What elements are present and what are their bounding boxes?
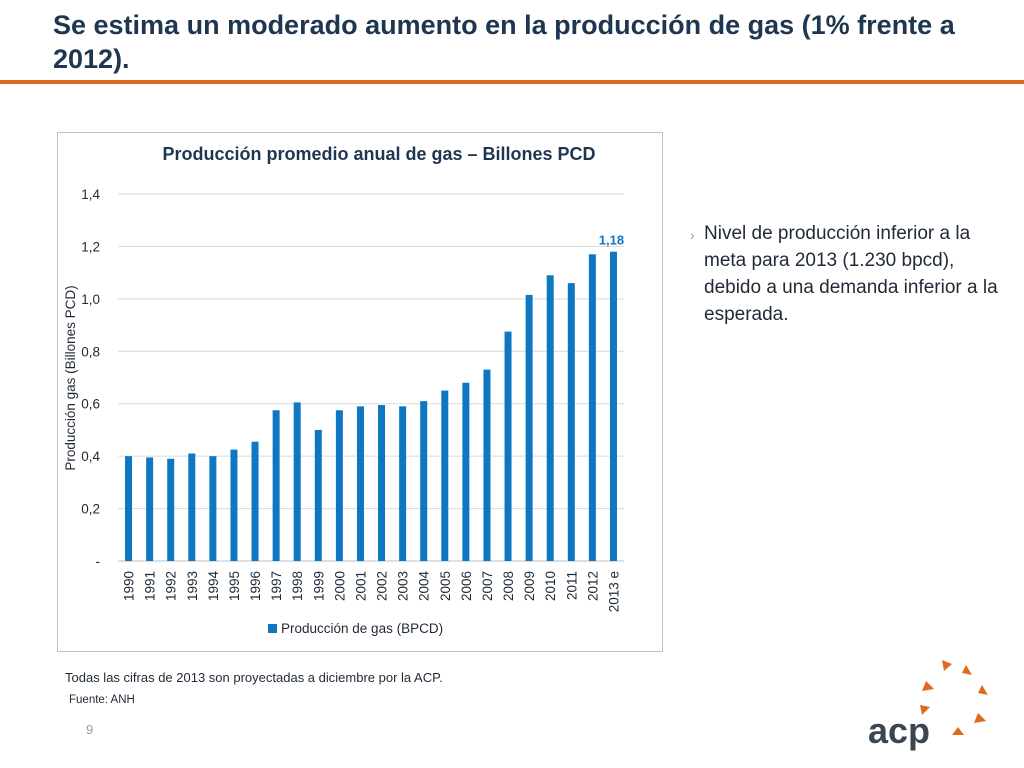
y-tick-label: 0,8 — [81, 344, 100, 359]
logo-text: acp — [868, 710, 930, 751]
data-labels: 1,18 — [599, 233, 624, 248]
x-tick-label: 2011 — [564, 571, 579, 600]
y-axis-ticks: - 0,2 0,4 0,6 0,8 1,0 1,2 1,4 — [81, 187, 100, 569]
y-tick-label: 0,6 — [81, 397, 100, 412]
bar — [504, 331, 512, 561]
title-divider — [0, 80, 1024, 84]
bar — [588, 254, 596, 561]
x-tick-label: 2006 — [459, 571, 474, 601]
logo-star-icon — [920, 660, 988, 735]
bar — [125, 456, 133, 561]
x-tick-label: 1997 — [269, 571, 284, 601]
y-tick-label: 1,0 — [81, 292, 100, 307]
chart-legend: Producción de gas (BPCD) — [268, 621, 443, 636]
bar — [546, 275, 554, 561]
x-tick-label: 2012 — [585, 571, 600, 601]
x-tick-label: 2009 — [522, 571, 537, 601]
bar — [146, 457, 154, 561]
y-tick-label: 0,2 — [81, 502, 100, 517]
chart-bars — [125, 251, 617, 561]
bar — [483, 369, 491, 561]
x-tick-label: 2008 — [501, 571, 516, 601]
bar — [462, 382, 470, 561]
x-tick-label: 2013 e — [606, 571, 621, 612]
x-tick-label: 2005 — [438, 571, 453, 601]
y-tick-label: - — [96, 554, 101, 569]
x-tick-label: 1996 — [248, 571, 263, 601]
x-tick-label: 1992 — [164, 571, 179, 601]
slide-title: Se estima un moderado aumento en la prod… — [53, 10, 955, 74]
y-tick-label: 1,4 — [81, 187, 100, 202]
x-tick-label: 2001 — [353, 571, 368, 601]
y-axis-label: Producción gas (Billones PCD) — [63, 285, 78, 470]
bar — [567, 283, 575, 561]
x-axis-ticks: 1990 1991 1992 1993 1994 1995 1996 1997 1998 1999… — [122, 571, 622, 613]
chart-gridlines — [118, 193, 624, 562]
bar — [356, 406, 364, 561]
bar — [230, 449, 238, 561]
bar — [251, 441, 259, 561]
x-tick-label: 2010 — [543, 571, 558, 601]
bar — [293, 402, 301, 561]
bar — [399, 406, 407, 561]
data-label: 1,18 — [599, 233, 624, 248]
bar — [335, 410, 343, 561]
x-tick-label: 1990 — [122, 571, 137, 601]
page-number: 9 — [86, 722, 94, 737]
bar — [209, 456, 217, 561]
legend-label: Producción de gas (BPCD) — [281, 621, 443, 636]
x-tick-label: 1994 — [206, 571, 221, 602]
x-tick-label: 2007 — [480, 571, 495, 601]
bar — [272, 410, 280, 561]
chart-title: Producción promedio anual de gas – Billo… — [162, 144, 595, 164]
bar — [378, 405, 386, 561]
bullet-text: Nivel de producción inferior a la meta p… — [704, 223, 998, 325]
x-tick-label: 2003 — [396, 571, 411, 601]
acp-logo: acp — [868, 660, 988, 751]
x-tick-label: 2004 — [417, 571, 432, 602]
legend-swatch — [268, 624, 277, 633]
bar — [441, 390, 449, 561]
bar — [188, 453, 196, 561]
y-tick-label: 0,4 — [81, 449, 100, 464]
x-tick-label: 2000 — [332, 571, 347, 601]
chart-container: Producción promedio anual de gas – Billo… — [57, 132, 663, 652]
x-tick-label: 2002 — [375, 571, 390, 601]
x-tick-label: 1991 — [143, 571, 158, 601]
footnote: Todas las cifras de 2013 son proyectadas… — [65, 670, 443, 685]
x-tick-label: 1993 — [185, 571, 200, 601]
x-tick-label: 1995 — [227, 571, 242, 601]
bar — [525, 294, 533, 561]
bar — [609, 251, 617, 561]
y-tick-label: 1,2 — [81, 239, 100, 254]
bar — [420, 401, 428, 561]
bar — [167, 458, 175, 561]
bullet-point: › Nivel de producción inferior a la meta… — [690, 220, 1000, 328]
bar — [314, 429, 322, 561]
x-tick-label: 1998 — [290, 571, 305, 601]
source-note: Fuente: ANH — [69, 694, 135, 706]
bar-chart: Producción promedio anual de gas – Billo… — [63, 144, 624, 636]
x-tick-label: 1999 — [311, 571, 326, 601]
bullet-marker-icon: › — [690, 227, 695, 243]
